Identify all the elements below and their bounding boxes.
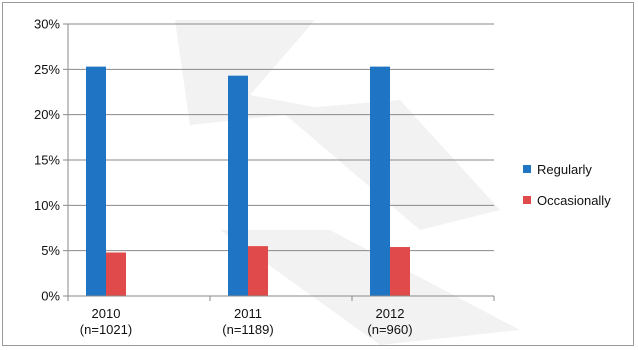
x-tick-label: 2011 xyxy=(234,306,262,321)
y-axis: 0% 5% 10% 15% 20% 25% 30% xyxy=(34,17,69,304)
y-tick-label: 20% xyxy=(34,107,60,122)
y-tick-label: 5% xyxy=(41,243,60,258)
x-axis: 2010(n=1021) 2011(n=1189) 2012(n=960) xyxy=(67,295,495,337)
legend-label-occasionally: Occasionally xyxy=(537,193,611,208)
bar-occasionally-2012 xyxy=(390,247,410,296)
gridlines xyxy=(68,23,494,252)
x-tick-label: 2010 xyxy=(92,306,121,321)
bar-regularly-2011 xyxy=(228,75,248,297)
y-tick-label: 15% xyxy=(34,153,60,168)
bars xyxy=(86,66,410,297)
x-tick-label: (n=1021) xyxy=(80,322,132,337)
y-tick-label: 25% xyxy=(34,62,60,77)
bar-occasionally-2010 xyxy=(106,252,126,296)
y-tick-label: 0% xyxy=(41,289,60,304)
y-tick-label: 30% xyxy=(34,17,60,32)
legend-swatch-occasionally xyxy=(523,196,531,204)
bar-regularly-2012 xyxy=(370,66,390,296)
x-tick-label: (n=960) xyxy=(367,322,412,337)
legend: Regularly Occasionally xyxy=(523,162,611,208)
legend-swatch-regularly xyxy=(523,165,531,173)
bar-occasionally-2011 xyxy=(248,246,268,296)
legend-label-regularly: Regularly xyxy=(537,162,592,177)
x-tick-label: (n=1189) xyxy=(222,322,273,337)
y-tick-label: 10% xyxy=(34,198,60,213)
x-tick-label: 2012 xyxy=(376,306,405,321)
bar-regularly-2010 xyxy=(86,66,106,296)
